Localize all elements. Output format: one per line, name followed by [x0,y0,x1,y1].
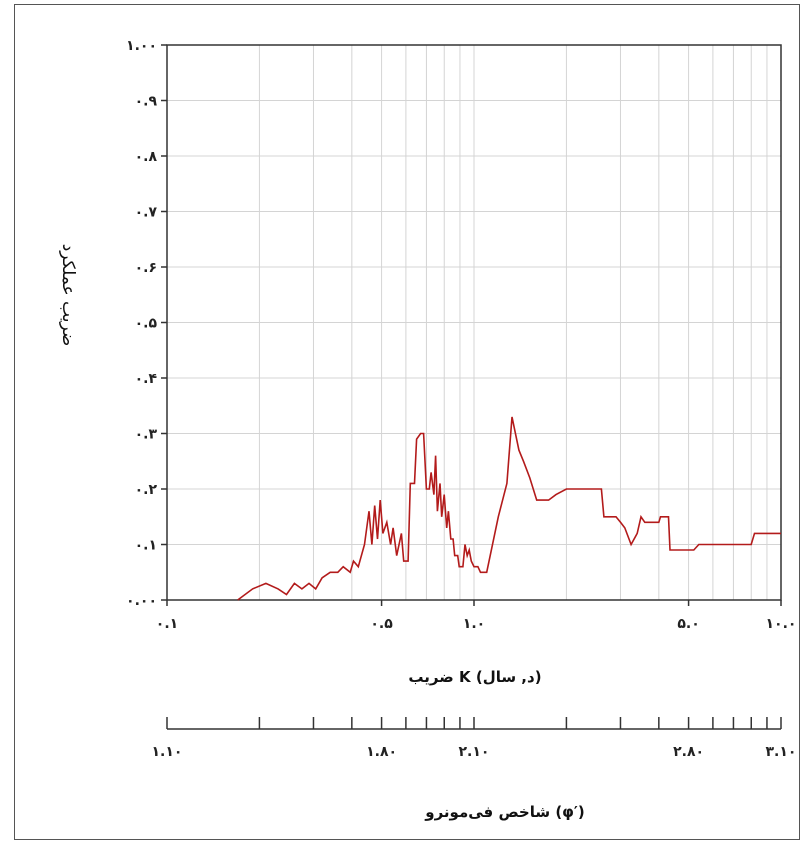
y-tick-label: ۰.۷ [135,205,158,221]
series-line [237,416,781,601]
y-tick-label: ۰.۲ [135,482,158,498]
secondary-tick-label: ۳.۱۰ [766,744,797,760]
x-tick-label: ۰.۵ [370,616,393,632]
secondary-tick-label: ۲.۱۰ [459,744,490,760]
x-axis-label: ضریب K (د, سال) [408,668,541,686]
secondary-tick-label: ۱.۱۰ [152,744,183,760]
y-tick-label: ۰.۴ [135,371,158,387]
y-tick-label: ۰.۶ [135,260,157,276]
grid-lines [166,44,782,601]
secondary-axis-label: شاخص فی‌مونرو (φ′) [424,803,584,821]
secondary-axis-ticks: ۱.۱۰ ۱.۸۰ ۲.۱۰ ۲.۸۰ ۳.۱۰ [152,717,797,760]
secondary-axis: ۱.۱۰ ۱.۸۰ ۲.۱۰ ۲.۸۰ ۳.۱۰ شاخص فی‌مونرو (φ′) [152,717,797,821]
y-tick-label: ۰.۱ [135,538,157,554]
x-tick-label: ۱۰.۰ [766,616,797,632]
y-tick-label: ۰.۵ [135,316,158,332]
chart-svg: ۰.۰۰۰.۱۰.۲۰.۳۰.۴۰.۵۰.۶۰.۷۰.۸۰.۹۱.۰۰ ۰.۱ ۰… [58,38,797,821]
secondary-tick-label: ۲.۸۰ [673,744,704,760]
y-axis-label: ضریب عملکرد [58,244,78,347]
y-tick-label: ۰.۰۰ [126,593,157,609]
y-tick-label: ۰.۳ [135,427,158,443]
secondary-tick-label: ۱.۸۰ [366,744,397,760]
y-axis-ticks: ۰.۰۰ ۰.۱ ۰.۲ ۰.۳ ۰.۴ ۰.۵ ۰.۶ ۰.۷ ۰.۸ ۰.۹ ۱.۰۰ [126,38,167,609]
y-tick-label: ۱.۰۰ [126,38,157,54]
x-tick-label: ۰.۱ [156,616,178,632]
x-tick-label: ۵.۰ [677,616,699,632]
x-axis-ticks: ۰.۱ ۰.۵ ۱.۰ ۵.۰ ۱۰.۰ [156,600,797,632]
figure-frame: ۰.۰۰ ۰.۱ ۰.۲ ۰.۳ ۰.۴ ۰.۵ ۰.۶ ۰.۷ ۰.۸ ۰.۹ ۱.۰۰ ۰.۱ ۰… [14,4,800,840]
y-tick-label: ۰.۸ [135,149,158,165]
y-tick-label: ۰.۹ [135,94,158,110]
x-tick-label: ۱.۰ [463,616,485,632]
